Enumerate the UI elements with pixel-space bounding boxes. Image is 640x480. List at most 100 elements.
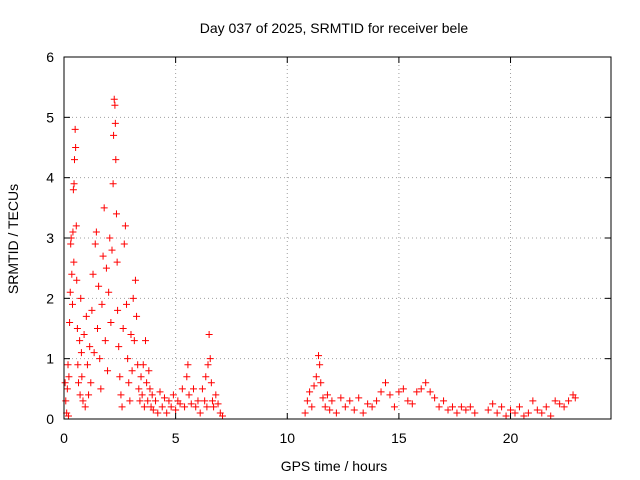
data-point-43 — [93, 325, 101, 332]
data-point-171 — [435, 403, 443, 411]
data-point-116 — [189, 385, 197, 393]
data-point-44 — [95, 282, 103, 290]
data-point-37 — [87, 379, 95, 387]
data-point-149 — [337, 394, 345, 402]
data-point-91 — [143, 379, 151, 387]
data-point-71 — [120, 240, 128, 248]
data-point-120 — [198, 385, 206, 393]
data-point-160 — [386, 391, 394, 399]
data-point-107 — [172, 406, 180, 414]
data-point-174 — [448, 403, 456, 411]
y-tick-label-1: 1 — [46, 351, 54, 367]
data-point-78 — [128, 367, 136, 375]
data-point-96 — [148, 391, 156, 399]
data-point-176 — [457, 403, 465, 411]
data-point-18 — [71, 125, 79, 133]
y-tick-label-0: 0 — [46, 411, 54, 427]
data-point-153 — [355, 394, 363, 402]
data-point-127 — [207, 379, 215, 387]
data-point-20 — [72, 222, 80, 230]
data-point-90 — [141, 337, 149, 345]
data-point-195 — [551, 397, 559, 405]
data-point-19 — [72, 144, 80, 151]
data-point-135 — [303, 397, 311, 405]
data-point-41 — [91, 240, 99, 248]
data-point-139 — [312, 373, 320, 381]
data-point-31 — [80, 331, 88, 339]
data-point-134 — [301, 409, 309, 417]
axis-ticks: 0 5 10 15 20 0 1 2 3 4 5 6 — [46, 49, 611, 446]
data-point-194 — [547, 412, 555, 420]
data-point-27 — [77, 294, 85, 302]
data-point-80 — [130, 337, 138, 345]
data-point-5 — [64, 412, 72, 420]
x-tick-label-4: 20 — [503, 430, 519, 446]
data-point-165 — [408, 400, 416, 408]
data-point-13 — [69, 228, 77, 236]
data-point-85 — [136, 397, 144, 405]
data-point-1 — [62, 397, 70, 405]
data-point-34 — [83, 361, 91, 369]
data-point-28 — [77, 349, 85, 357]
data-point-52 — [104, 367, 112, 375]
data-point-164 — [404, 397, 412, 405]
data-point-17 — [70, 156, 78, 164]
data-point-12 — [68, 300, 76, 308]
data-point-198 — [565, 397, 573, 405]
data-point-55 — [107, 318, 115, 326]
data-point-113 — [184, 361, 192, 369]
data-point-157 — [373, 397, 381, 405]
data-point-193 — [542, 403, 550, 411]
data-point-192 — [538, 409, 546, 417]
data-point-88 — [139, 361, 147, 369]
x-tick-label-3: 15 — [391, 430, 407, 446]
data-point-188 — [520, 412, 528, 420]
data-point-14 — [69, 186, 77, 194]
data-point-54 — [106, 234, 114, 242]
data-point-46 — [97, 385, 105, 393]
data-point-154 — [359, 409, 367, 417]
data-point-173 — [444, 406, 452, 414]
data-point-82 — [133, 312, 141, 320]
data-point-102 — [160, 394, 168, 402]
data-point-172 — [440, 397, 448, 405]
data-point-105 — [167, 403, 175, 411]
data-point-49 — [100, 204, 108, 212]
data-point-178 — [466, 403, 474, 411]
data-point-93 — [145, 367, 153, 375]
data-point-15 — [70, 258, 78, 266]
data-point-128 — [208, 397, 216, 405]
data-point-77 — [127, 331, 135, 339]
data-point-42 — [92, 228, 100, 236]
x-tick-label-2: 10 — [279, 430, 295, 446]
data-point-3 — [63, 385, 71, 393]
data-point-61 — [111, 119, 119, 127]
data-point-58 — [110, 131, 118, 139]
data-point-137 — [308, 403, 316, 411]
data-point-141 — [316, 361, 324, 369]
data-point-183 — [498, 403, 506, 411]
x-tick-label-0: 0 — [60, 430, 68, 446]
data-point-121 — [201, 397, 209, 405]
data-point-86 — [137, 373, 145, 381]
x-axis-label: GPS time / hours — [281, 458, 388, 474]
data-point-65 — [114, 306, 122, 314]
data-point-130 — [212, 391, 220, 399]
data-point-166 — [413, 388, 421, 396]
data-point-36 — [86, 343, 94, 351]
data-point-69 — [118, 403, 126, 411]
data-point-56 — [108, 246, 116, 254]
data-point-100 — [156, 388, 164, 396]
data-point-68 — [117, 391, 125, 399]
data-point-167 — [417, 385, 425, 393]
data-point-51 — [102, 264, 110, 272]
data-point-9 — [67, 240, 75, 248]
data-point-191 — [533, 406, 541, 414]
data-point-39 — [89, 270, 97, 278]
data-point-89 — [140, 403, 148, 411]
data-point-74 — [124, 355, 132, 363]
data-point-170 — [431, 394, 439, 402]
data-point-119 — [196, 409, 204, 417]
data-point-101 — [158, 403, 166, 411]
data-point-144 — [321, 403, 329, 411]
